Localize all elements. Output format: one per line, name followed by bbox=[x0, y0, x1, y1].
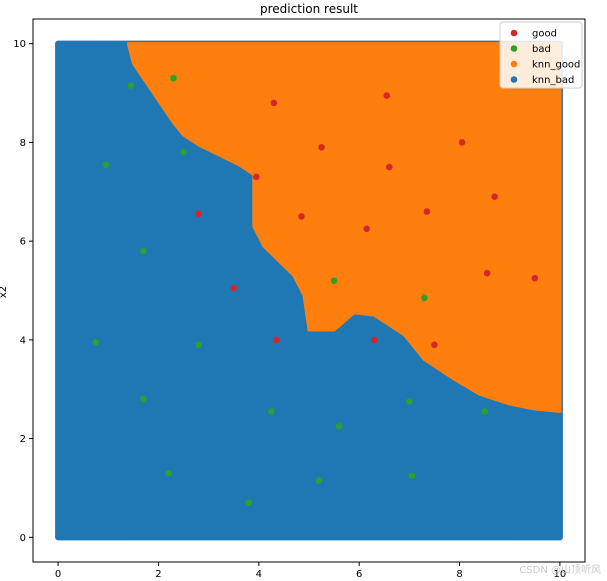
legend-label-bad: bad bbox=[532, 44, 551, 55]
bad-point bbox=[245, 499, 253, 507]
bad-point bbox=[180, 148, 187, 156]
good-point bbox=[383, 92, 391, 99]
bad-point bbox=[406, 398, 413, 405]
plot-area bbox=[55, 40, 563, 541]
legend-marker-bad bbox=[510, 45, 518, 52]
legend-label-knn-good: knn_good bbox=[532, 60, 580, 71]
good-point bbox=[195, 210, 202, 218]
y-tick-label: 0 bbox=[20, 533, 26, 544]
x-tick-label: 2 bbox=[155, 569, 161, 580]
y-tick-label: 2 bbox=[20, 434, 26, 445]
good-point bbox=[483, 269, 491, 277]
chart-title: prediction result bbox=[260, 2, 358, 16]
bad-point bbox=[268, 408, 275, 415]
good-point bbox=[318, 144, 325, 151]
legend-box bbox=[499, 21, 583, 89]
legend: good bad knn_good knn_bad bbox=[499, 21, 583, 89]
y-axis-label: x2 bbox=[0, 286, 9, 298]
x-tick-label: 8 bbox=[456, 569, 462, 580]
bad-point bbox=[408, 472, 416, 479]
plot-frame bbox=[32, 18, 586, 563]
good-point bbox=[423, 208, 431, 215]
bad-point bbox=[195, 341, 202, 349]
bad-point bbox=[481, 408, 488, 415]
y-tick-label: 4 bbox=[20, 335, 26, 346]
y-tick-label: 10 bbox=[13, 39, 26, 50]
good-point bbox=[431, 341, 438, 349]
good-point bbox=[385, 163, 393, 171]
good-point bbox=[531, 274, 539, 282]
bad-point bbox=[170, 74, 177, 82]
good-point bbox=[270, 99, 278, 107]
bad-point bbox=[421, 294, 428, 302]
good-point bbox=[458, 139, 466, 146]
good-point bbox=[230, 284, 238, 292]
y-axis-ticks: 0 2 4 6 8 10 bbox=[13, 39, 33, 544]
y-tick-label: 8 bbox=[20, 138, 26, 149]
legend-marker-good bbox=[510, 29, 518, 37]
bad-point bbox=[127, 82, 135, 89]
knn-good-region bbox=[126, 42, 562, 413]
legend-label-knn-bad: knn_bad bbox=[532, 75, 574, 86]
bad-point bbox=[315, 477, 323, 484]
knn-good-area bbox=[126, 42, 562, 413]
watermark: CSDN @山顶听风 bbox=[519, 565, 601, 576]
x-tick-label: 10 bbox=[554, 569, 567, 580]
y-tick-label: 6 bbox=[20, 237, 26, 248]
good-point bbox=[253, 173, 260, 181]
legend-marker-knn-bad bbox=[510, 76, 518, 83]
good-point bbox=[370, 336, 378, 344]
legend-marker-knn-good bbox=[510, 60, 518, 68]
bad-point bbox=[330, 277, 338, 284]
bad-point bbox=[140, 395, 147, 403]
good-point bbox=[273, 336, 280, 344]
good-point bbox=[363, 225, 371, 233]
x-axis-ticks: 0 2 4 6 8 10 bbox=[55, 562, 566, 580]
good-point bbox=[491, 193, 498, 201]
good-point bbox=[298, 213, 305, 220]
bad-point bbox=[335, 422, 343, 430]
legend-label-good: good bbox=[532, 29, 557, 40]
x-tick-label: 6 bbox=[356, 569, 362, 580]
bad-point bbox=[102, 161, 110, 168]
x-tick-label: 4 bbox=[256, 569, 262, 580]
scatter-points bbox=[92, 74, 539, 507]
x-tick-label: 0 bbox=[55, 569, 61, 580]
bad-point bbox=[140, 247, 147, 255]
bad-point bbox=[165, 469, 172, 477]
bad-point bbox=[92, 339, 100, 346]
